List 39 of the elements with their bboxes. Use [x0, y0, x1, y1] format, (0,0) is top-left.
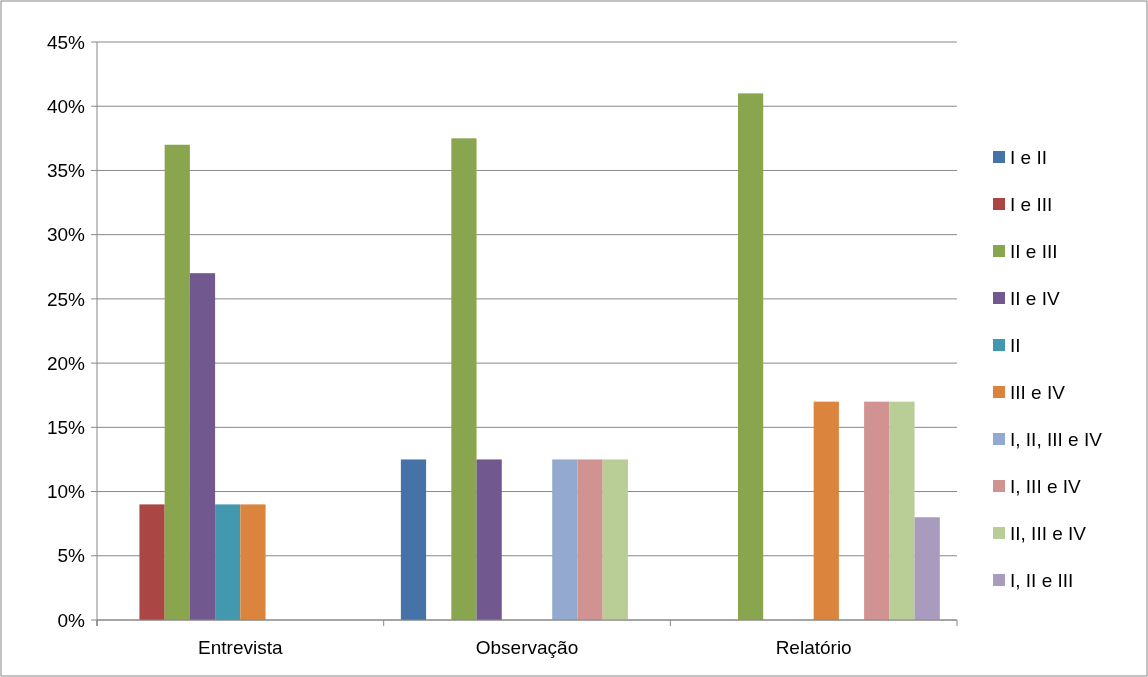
bar — [864, 401, 890, 620]
bar — [552, 459, 578, 620]
bar — [215, 504, 241, 620]
bar — [139, 504, 165, 620]
legend-label: II e III — [1010, 240, 1058, 262]
bar — [189, 273, 216, 620]
legend-label: I, III e IV — [1010, 475, 1082, 497]
bar — [813, 401, 839, 620]
y-tick-label: 5% — [57, 545, 86, 567]
y-tick-label: 20% — [46, 352, 86, 374]
legend-label: I e II — [1010, 146, 1047, 168]
legend-label: II — [1010, 334, 1021, 356]
bar — [164, 144, 190, 620]
x-tick-label: Relatório — [775, 637, 852, 658]
bar — [737, 93, 764, 620]
y-tick-label: 30% — [46, 224, 86, 246]
y-tick-label: 35% — [46, 160, 86, 182]
y-tick-label: 10% — [46, 481, 86, 503]
legend-label: I, II e III — [1010, 569, 1074, 591]
bar — [400, 459, 427, 620]
bar — [240, 504, 266, 620]
bar — [476, 459, 502, 620]
bar — [914, 517, 940, 620]
legend-label: I, II, III e IV — [1010, 428, 1103, 450]
bar — [577, 459, 603, 620]
y-tick-label: 15% — [46, 416, 86, 438]
bar — [889, 401, 915, 620]
y-tick-label: 45% — [46, 31, 86, 53]
legend-label: I e III — [1010, 193, 1053, 215]
x-tick-label: Observação — [475, 637, 579, 658]
legend-label: III e IV — [1010, 381, 1066, 403]
y-tick-label: 0% — [57, 609, 86, 631]
x-tick-label: Entrevista — [198, 637, 283, 658]
legend-label: II, III e IV — [1010, 522, 1087, 544]
y-tick-label: 40% — [46, 95, 86, 117]
bar — [602, 459, 628, 620]
y-tick-label: 25% — [46, 288, 86, 310]
legend-label: II e IV — [1010, 287, 1060, 309]
bar — [451, 138, 477, 620]
